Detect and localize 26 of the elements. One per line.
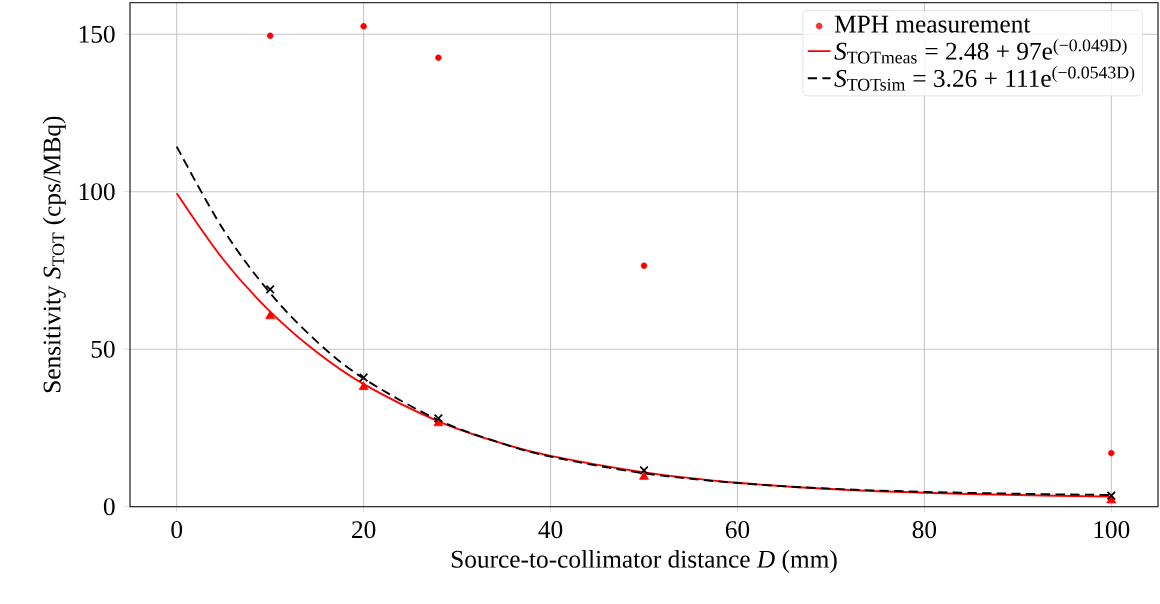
point [1108, 449, 1115, 457]
point [639, 465, 649, 476]
point [265, 284, 275, 294]
x-tick-label: 80 [912, 521, 937, 539]
x-tick-label: 60 [725, 521, 750, 539]
point [265, 310, 276, 320]
point [640, 262, 648, 269]
y-tick-label: 100 [79, 183, 115, 201]
x-tick-label: 100 [1094, 521, 1130, 539]
legend-label: S$_{TOTmeas}$ = 2.48 + 97e$^{(−0.049D)}$ [834, 38, 1127, 64]
point [433, 413, 444, 424]
y-tick-label: 50 [91, 340, 115, 358]
x-axis-title: Source-to-collimator distance D (mm) [451, 550, 837, 573]
y-tick-label: 0 [103, 498, 115, 516]
point [435, 54, 442, 61]
y-tick-label: 150 [79, 25, 115, 43]
x-tick-label: 0 [171, 521, 183, 539]
legend-label: MPH measurement [834, 15, 1031, 33]
y-axis-title: Sensitivity S$_{TOT}$ (cps/MBq) [42, 116, 66, 393]
point [360, 23, 367, 30]
x-tick-label: 40 [538, 521, 563, 539]
legend-label: S$_{TOTsim}$ = 3.26 + 111e$^{(−0.0543D)}$ [834, 66, 1135, 91]
point [266, 32, 274, 39]
x-tick-label: 20 [352, 521, 376, 539]
point [359, 372, 369, 383]
point [358, 381, 369, 390]
